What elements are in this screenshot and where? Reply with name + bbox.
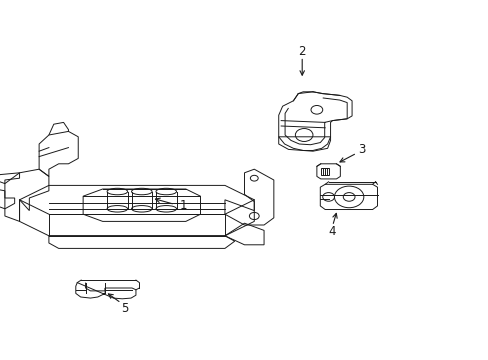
Text: 5: 5 [121, 302, 128, 315]
Text: 2: 2 [298, 45, 305, 58]
Text: 1: 1 [179, 199, 187, 212]
Text: 4: 4 [328, 225, 336, 238]
Text: 3: 3 [357, 143, 365, 156]
